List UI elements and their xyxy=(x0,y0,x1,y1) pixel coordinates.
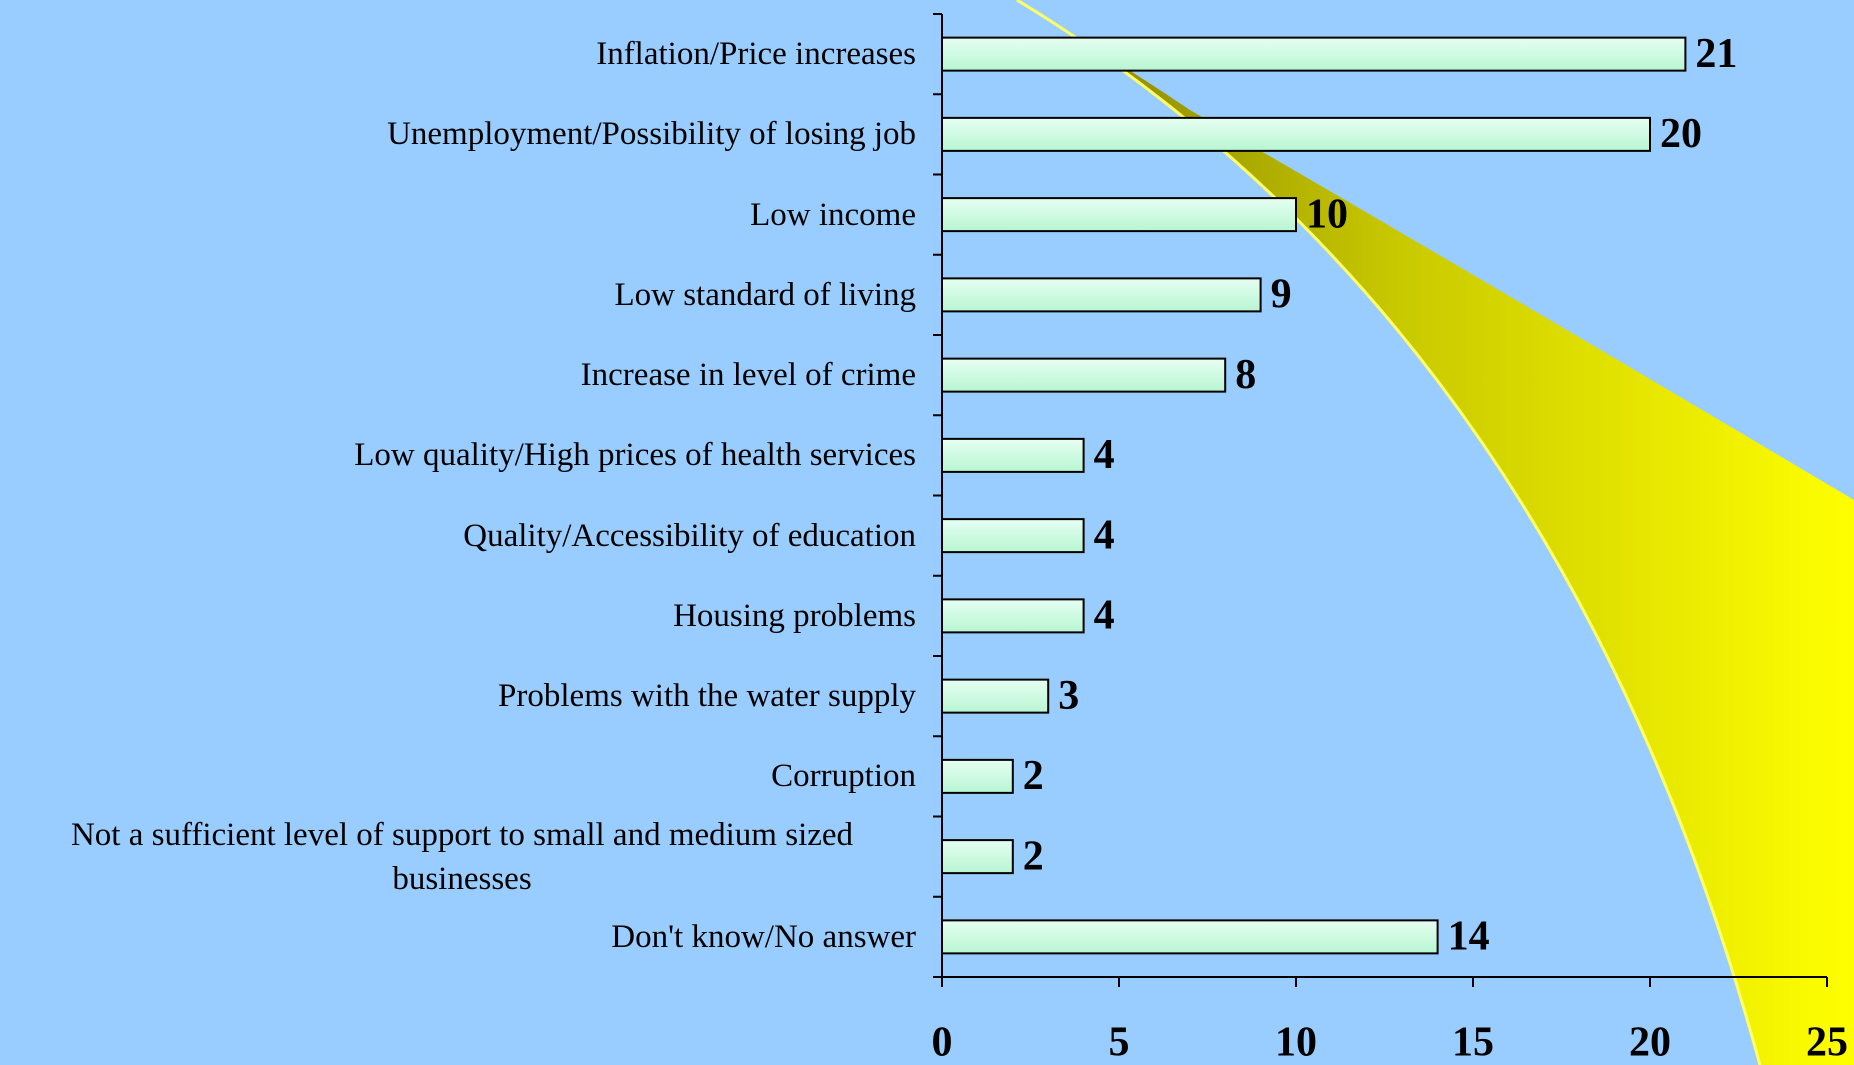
category-label: Corruption xyxy=(771,758,916,795)
value-label: 2 xyxy=(1023,833,1044,879)
x-tick-label: 25 xyxy=(1806,1020,1848,1065)
x-tick-label: 5 xyxy=(1109,1020,1130,1065)
bar xyxy=(941,758,1014,794)
category-label: Low standard of living xyxy=(614,276,916,313)
bar xyxy=(941,598,1085,634)
bar xyxy=(941,277,1262,313)
category-label: Problems with the water supply xyxy=(498,678,916,715)
value-label: 3 xyxy=(1058,673,1079,719)
value-label: 4 xyxy=(1094,512,1115,558)
decorative-swoosh xyxy=(1017,0,1854,1065)
category-label: Low quality/High prices of health servic… xyxy=(354,437,916,474)
value-label: 4 xyxy=(1094,432,1115,478)
value-label: 9 xyxy=(1271,272,1292,318)
category-label: Not a sufficient level of support to sma… xyxy=(70,816,854,897)
x-tick-label: 20 xyxy=(1629,1020,1671,1065)
category-label: Low income xyxy=(750,196,916,233)
category-label: Inflation/Price increases xyxy=(596,36,916,73)
category-label: Increase in level of crime xyxy=(580,357,916,394)
category-label: Unemployment/Possibility of losing job xyxy=(387,116,916,153)
bar xyxy=(941,437,1085,473)
value-label: 4 xyxy=(1094,593,1115,639)
x-tick-label: 10 xyxy=(1275,1020,1317,1065)
bar xyxy=(941,518,1085,554)
value-label: 14 xyxy=(1448,914,1490,960)
category-label: Housing problems xyxy=(673,597,916,634)
bar xyxy=(941,357,1227,393)
decorative-swoosh-edge xyxy=(1016,0,1762,1065)
value-label: 21 xyxy=(1695,31,1737,77)
bar xyxy=(941,839,1014,875)
category-label: Don't know/No answer xyxy=(611,918,916,955)
bar xyxy=(941,919,1439,955)
bar xyxy=(941,116,1651,152)
x-tick-label: 15 xyxy=(1452,1020,1494,1065)
bar xyxy=(941,36,1687,72)
value-label: 10 xyxy=(1306,191,1348,237)
value-label: 20 xyxy=(1660,111,1702,157)
x-tick-label: 0 xyxy=(932,1020,953,1065)
value-label: 8 xyxy=(1235,352,1256,398)
value-label: 2 xyxy=(1023,753,1044,799)
bar xyxy=(941,678,1050,714)
bar xyxy=(941,197,1297,233)
category-label: Quality/Accessibility of education xyxy=(463,517,916,554)
